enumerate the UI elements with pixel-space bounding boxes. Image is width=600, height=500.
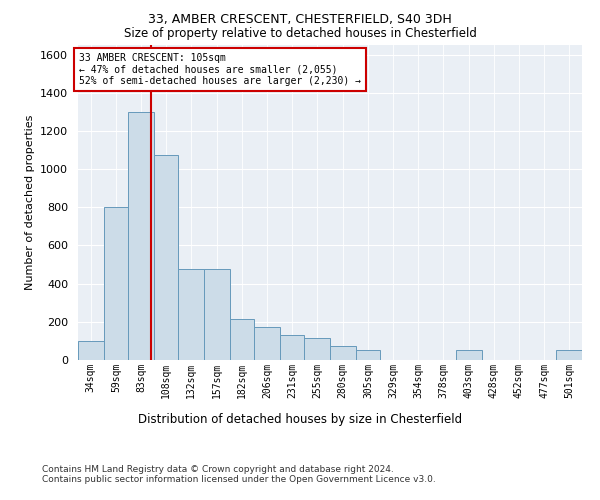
Bar xyxy=(230,319,254,360)
Text: Distribution of detached houses by size in Chesterfield: Distribution of detached houses by size … xyxy=(138,412,462,426)
Bar xyxy=(128,112,154,360)
Y-axis label: Number of detached properties: Number of detached properties xyxy=(25,115,35,290)
Bar xyxy=(356,350,380,360)
Text: Contains HM Land Registry data © Crown copyright and database right 2024.: Contains HM Land Registry data © Crown c… xyxy=(42,465,394,474)
Bar xyxy=(204,270,230,360)
Bar xyxy=(104,208,128,360)
Text: Size of property relative to detached houses in Chesterfield: Size of property relative to detached ho… xyxy=(124,28,476,40)
Text: Contains public sector information licensed under the Open Government Licence v3: Contains public sector information licen… xyxy=(42,475,436,484)
Bar xyxy=(280,335,304,360)
Text: 33 AMBER CRESCENT: 105sqm
← 47% of detached houses are smaller (2,055)
52% of se: 33 AMBER CRESCENT: 105sqm ← 47% of detac… xyxy=(79,52,361,86)
Bar xyxy=(304,338,330,360)
Bar xyxy=(330,346,356,360)
Bar xyxy=(78,341,104,360)
Bar xyxy=(456,350,482,360)
Bar xyxy=(254,326,280,360)
Bar xyxy=(178,270,204,360)
Bar xyxy=(556,350,582,360)
Bar xyxy=(154,155,178,360)
Text: 33, AMBER CRESCENT, CHESTERFIELD, S40 3DH: 33, AMBER CRESCENT, CHESTERFIELD, S40 3D… xyxy=(148,12,452,26)
